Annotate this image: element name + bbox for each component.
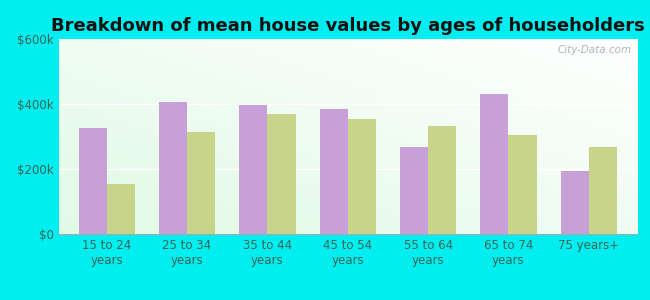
Bar (79, 128, 107, 234)
Bar (239, 105, 267, 234)
Bar (589, 147, 617, 234)
Bar (400, 147, 428, 234)
Bar (561, 171, 589, 234)
Title: Breakdown of mean house values by ages of householders: Breakdown of mean house values by ages o… (51, 17, 645, 35)
Bar (428, 126, 456, 234)
Bar (508, 135, 536, 234)
Text: City-Data.com: City-Data.com (557, 45, 631, 55)
Bar (267, 114, 296, 234)
Bar (348, 118, 376, 234)
Bar (107, 184, 135, 234)
Bar (320, 109, 348, 234)
Bar (187, 132, 215, 234)
Legend: Sandown, New Hampshire: Sandown, New Hampshire (215, 299, 480, 300)
Bar (159, 102, 187, 234)
Bar (480, 94, 508, 234)
